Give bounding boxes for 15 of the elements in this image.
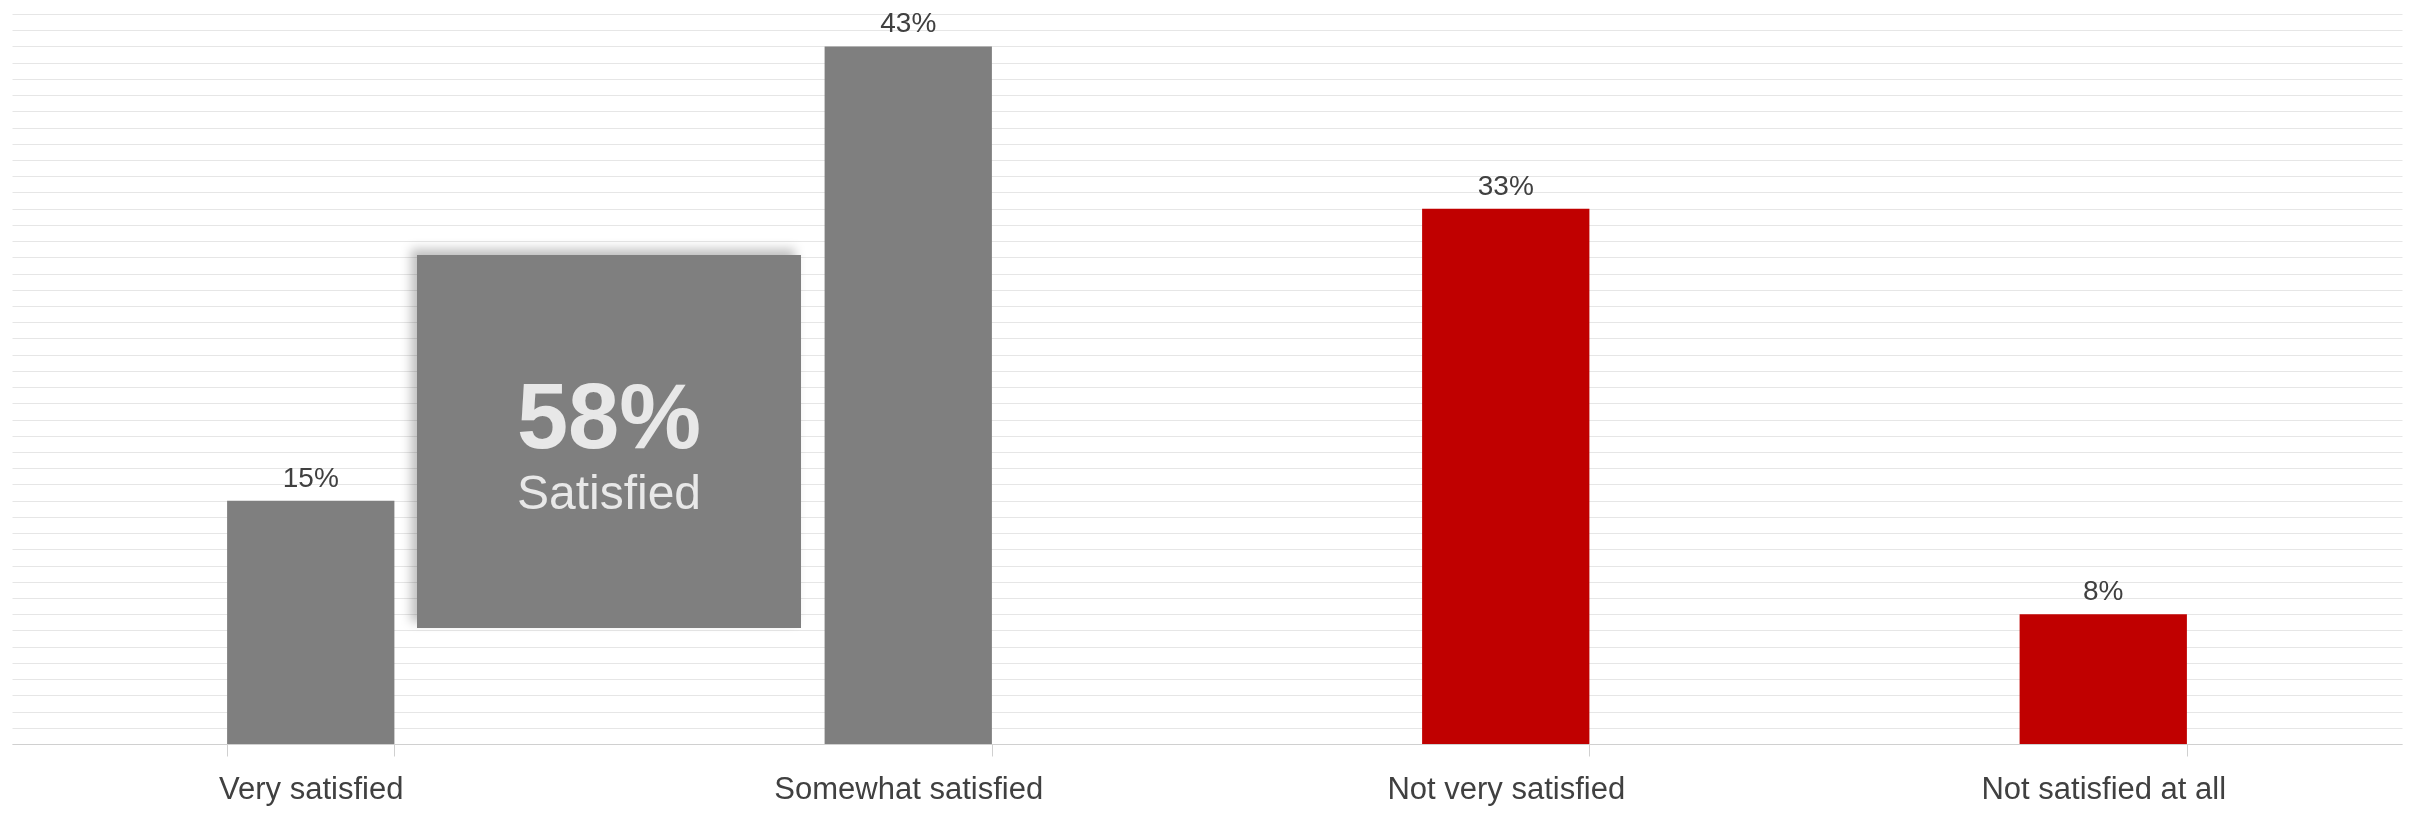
data-label: 8% [2083, 575, 2124, 607]
callout-box: 58% Satisfied [417, 255, 801, 628]
bar [2019, 614, 2187, 744]
annotation: Satisfied [515, 465, 703, 521]
annotation: 58% [515, 365, 703, 467]
data-label: 33% [1477, 169, 1534, 201]
x-tick-label: Somewhat satisfied [774, 770, 1044, 806]
x-tick-label: Very satisfied [219, 770, 404, 806]
data-label: 43% [880, 7, 937, 39]
bar [227, 500, 395, 744]
x-tick-label: Not very satisfied [1387, 770, 1626, 806]
bar [824, 46, 992, 744]
bar [1422, 208, 1590, 744]
data-label: 15% [282, 461, 339, 493]
x-tick-label: Not satisfied at all [1981, 770, 2227, 806]
